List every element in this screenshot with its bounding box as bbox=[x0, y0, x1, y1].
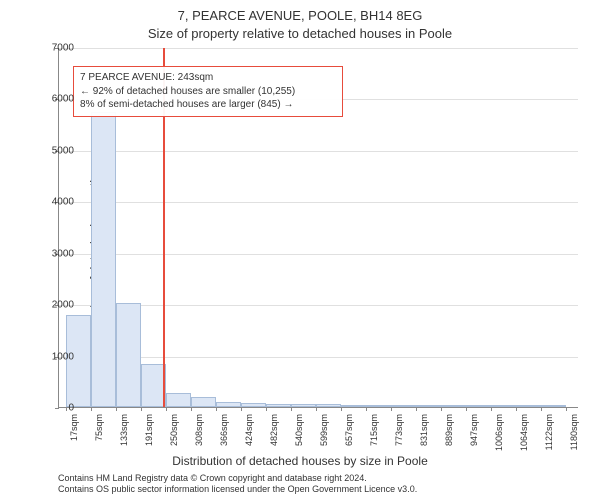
y-tick-label: 3000 bbox=[52, 248, 74, 259]
annotation-line: 8% of semi-detached houses are larger (8… bbox=[80, 98, 336, 112]
x-tick-mark bbox=[416, 407, 417, 411]
histogram-bar bbox=[216, 402, 241, 407]
histogram-bar bbox=[91, 112, 116, 407]
x-tick-label: 947sqm bbox=[469, 414, 479, 456]
histogram-bar bbox=[191, 397, 216, 407]
histogram-bar bbox=[266, 404, 291, 407]
plot-area: 7 PEARCE AVENUE: 243sqm← 92% of detached… bbox=[58, 48, 578, 408]
x-tick-mark bbox=[366, 407, 367, 411]
annotation-line: ← 92% of detached houses are smaller (10… bbox=[80, 85, 336, 99]
x-tick-mark bbox=[291, 407, 292, 411]
x-tick-label: 308sqm bbox=[194, 414, 204, 456]
x-tick-mark bbox=[216, 407, 217, 411]
annotation-line: 7 PEARCE AVENUE: 243sqm bbox=[80, 71, 336, 85]
x-tick-label: 191sqm bbox=[144, 414, 154, 456]
histogram-bar bbox=[416, 405, 441, 407]
x-tick-mark bbox=[266, 407, 267, 411]
x-tick-mark bbox=[116, 407, 117, 411]
histogram-bar bbox=[391, 405, 416, 407]
x-tick-mark bbox=[441, 407, 442, 411]
x-tick-mark bbox=[241, 407, 242, 411]
x-tick-label: 889sqm bbox=[444, 414, 454, 456]
histogram-bar bbox=[341, 405, 366, 407]
x-tick-label: 482sqm bbox=[269, 414, 279, 456]
x-tick-label: 1064sqm bbox=[519, 414, 529, 456]
x-tick-label: 17sqm bbox=[69, 414, 79, 456]
histogram-bar bbox=[366, 405, 391, 407]
gridline bbox=[59, 151, 578, 152]
histogram-bar bbox=[166, 393, 191, 407]
x-tick-mark bbox=[566, 407, 567, 411]
x-tick-label: 540sqm bbox=[294, 414, 304, 456]
annotation-box: 7 PEARCE AVENUE: 243sqm← 92% of detached… bbox=[73, 66, 343, 117]
x-tick-mark bbox=[316, 407, 317, 411]
chart-title-sub: Size of property relative to detached ho… bbox=[0, 26, 600, 41]
x-tick-label: 599sqm bbox=[319, 414, 329, 456]
x-tick-label: 366sqm bbox=[219, 414, 229, 456]
y-tick-label: 4000 bbox=[52, 197, 74, 208]
y-tick-label: 5000 bbox=[52, 145, 74, 156]
y-tick-label: 7000 bbox=[52, 43, 74, 54]
y-tick-label: 6000 bbox=[52, 94, 74, 105]
x-tick-mark bbox=[166, 407, 167, 411]
attribution-line2: Contains OS public sector information li… bbox=[58, 484, 417, 496]
histogram-bar bbox=[316, 404, 341, 407]
x-tick-label: 250sqm bbox=[169, 414, 179, 456]
y-tick-mark bbox=[55, 408, 59, 409]
attribution: Contains HM Land Registry data © Crown c… bbox=[58, 473, 417, 496]
x-axis-label: Distribution of detached houses by size … bbox=[0, 454, 600, 468]
gridline bbox=[59, 254, 578, 255]
x-tick-label: 1180sqm bbox=[569, 414, 579, 456]
x-tick-label: 657sqm bbox=[344, 414, 354, 456]
x-tick-label: 1122sqm bbox=[544, 414, 554, 456]
x-tick-label: 831sqm bbox=[419, 414, 429, 456]
x-tick-mark bbox=[491, 407, 492, 411]
y-tick-label: 2000 bbox=[52, 300, 74, 311]
y-tick-label: 1000 bbox=[52, 351, 74, 362]
x-tick-label: 424sqm bbox=[244, 414, 254, 456]
x-tick-mark bbox=[516, 407, 517, 411]
histogram-bar bbox=[516, 405, 541, 407]
y-tick-label: 0 bbox=[68, 403, 74, 414]
gridline bbox=[59, 48, 578, 49]
chart-container: 7, PEARCE AVENUE, POOLE, BH14 8EG Size o… bbox=[0, 0, 600, 500]
x-tick-mark bbox=[191, 407, 192, 411]
histogram-bar bbox=[491, 405, 516, 407]
x-tick-label: 715sqm bbox=[369, 414, 379, 456]
histogram-bar bbox=[441, 405, 466, 407]
chart-title-main: 7, PEARCE AVENUE, POOLE, BH14 8EG bbox=[0, 8, 600, 23]
x-tick-mark bbox=[541, 407, 542, 411]
x-tick-label: 133sqm bbox=[119, 414, 129, 456]
x-tick-label: 75sqm bbox=[94, 414, 104, 456]
x-tick-mark bbox=[66, 407, 67, 411]
histogram-bar bbox=[291, 404, 316, 407]
histogram-bar bbox=[541, 405, 566, 407]
attribution-line1: Contains HM Land Registry data © Crown c… bbox=[58, 473, 417, 485]
histogram-bar bbox=[466, 405, 491, 407]
x-tick-mark bbox=[141, 407, 142, 411]
x-tick-label: 773sqm bbox=[394, 414, 404, 456]
x-tick-mark bbox=[391, 407, 392, 411]
x-tick-mark bbox=[341, 407, 342, 411]
histogram-bar bbox=[116, 303, 141, 407]
x-tick-mark bbox=[466, 407, 467, 411]
histogram-bar bbox=[241, 403, 266, 407]
x-tick-label: 1006sqm bbox=[494, 414, 504, 456]
x-tick-mark bbox=[91, 407, 92, 411]
gridline bbox=[59, 202, 578, 203]
